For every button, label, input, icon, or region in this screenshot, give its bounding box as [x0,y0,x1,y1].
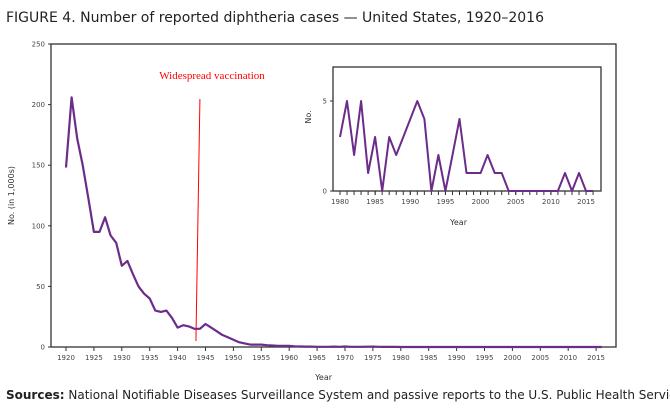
inset-x-axis-label: Year [449,218,468,227]
main-x-tick-label: 1970 [336,354,354,362]
main-y-tick-label: 100 [32,222,45,230]
main-x-tick-label: 1965 [308,354,326,362]
main-x-tick-label: 1930 [113,354,131,362]
inset-y-axis-label: No. [304,110,313,123]
inset-y-tick-label: 0 [323,188,327,196]
main-y-axis-label: No. (in 1,000s) [7,166,16,225]
main-y-tick-label: 250 [32,41,45,49]
vaccination-marker-line [195,98,201,342]
main-x-tick-label: 1960 [280,354,298,362]
main-x-tick-label: 1935 [141,354,159,362]
main-x-tick-label: 2000 [503,354,521,362]
inset-x-tick-label: 1995 [437,198,455,206]
main-x-tick-label: 2010 [559,354,577,362]
main-y-tick-label: 50 [36,283,45,291]
main-x-tick-label: 1975 [364,354,382,362]
main-x-tick-label: 1950 [224,354,242,362]
main-x-tick-label: 2015 [587,354,605,362]
vaccination-annotation: Widespread vaccination [159,70,265,82]
inset-x-tick-label: 2010 [542,198,560,206]
main-y-tick-label: 0 [41,344,45,352]
inset-x-tick-label: 2015 [577,198,595,206]
main-x-tick-label: 1920 [57,354,75,362]
inset-x-tick-label: 2005 [507,198,525,206]
inset-x-tick-label: 2000 [472,198,490,206]
inset-x-tick-label: 1990 [401,198,419,206]
main-y-tick-label: 150 [32,162,45,170]
inset-y-tick-label: 5 [323,98,327,106]
main-x-tick-label: 1955 [252,354,270,362]
main-x-tick-label: 1945 [197,354,215,362]
main-x-tick-label: 1940 [169,354,187,362]
main-x-tick-label: 2005 [531,354,549,362]
main-x-tick-label: 1990 [448,354,466,362]
inset-x-tick-label: 1980 [331,198,349,206]
sources-label: Sources: [6,388,65,402]
figure-title: FIGURE 4. Number of reported diphtheria … [6,10,544,26]
sources-text: National Notifiable Diseases Surveillanc… [64,388,670,402]
main-x-tick-label: 1980 [392,354,410,362]
inset-x-tick-label: 1985 [366,198,384,206]
sources-note: Sources: National Notifiable Diseases Su… [6,388,670,402]
main-y-tick-label: 200 [32,101,45,109]
main-x-axis-label: Year [314,373,333,382]
main-x-tick-label: 1995 [476,354,494,362]
main-x-tick-label: 1925 [85,354,103,362]
main-x-tick-label: 1985 [420,354,438,362]
